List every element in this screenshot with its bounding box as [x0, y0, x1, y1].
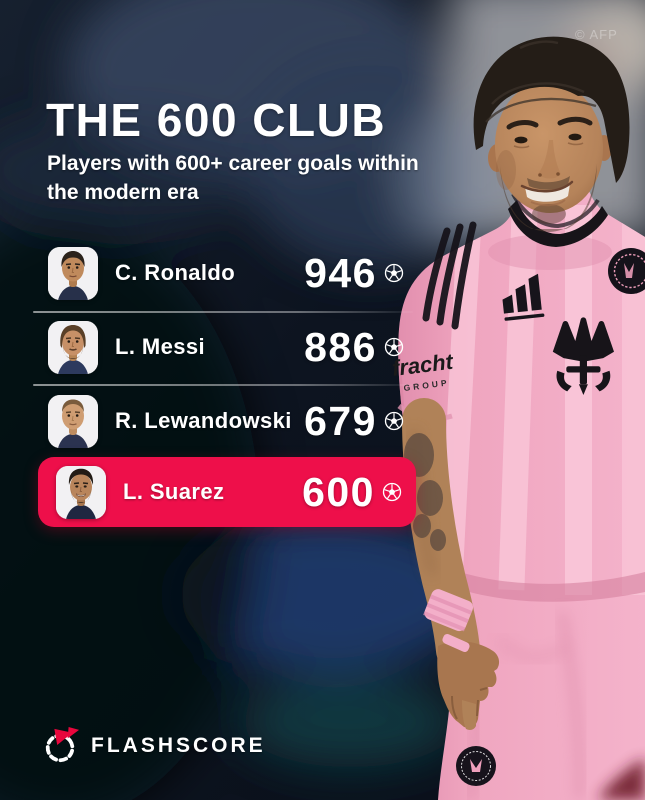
player-row-suarez-highlighted: L. Suarez 600	[38, 457, 416, 527]
row-divider	[33, 311, 413, 313]
soccer-ball-icon	[382, 482, 402, 502]
brand-wordmark: FLASHSCORE	[91, 734, 266, 757]
player-goals: 600	[302, 468, 375, 515]
player-name: L. Suarez	[123, 479, 225, 504]
player-avatar-ronaldo	[48, 246, 98, 300]
player-avatar-messi	[48, 320, 98, 374]
player-avatar-lewandowski	[48, 394, 98, 448]
player-goals: 946	[304, 249, 377, 296]
player-row-lewandowski: R. Lewandowski 679	[38, 390, 416, 452]
adidas-logo	[502, 273, 545, 321]
page-subtitle: Players with 600+ career goals within th…	[47, 149, 419, 207]
inter-miami-crest	[608, 248, 645, 294]
suarez-head	[473, 36, 630, 232]
shorts-crest	[456, 746, 496, 786]
player-goals: 886	[304, 323, 377, 370]
suarez-arm	[402, 398, 500, 730]
soccer-ball-icon	[384, 337, 404, 357]
soccer-ball-icon	[384, 263, 404, 283]
player-row-messi: L. Messi 886	[38, 316, 416, 378]
player-name: L. Messi	[115, 334, 206, 359]
subtitle-line-1: Players with 600+ career goals within	[47, 152, 419, 175]
row-divider	[33, 384, 413, 386]
player-row-ronaldo: C. Ronaldo 946	[38, 242, 416, 304]
player-name: C. Ronaldo	[115, 260, 236, 285]
brand-footer: FLASHSCORE	[42, 727, 266, 765]
flashscore-spinner-flash-icon	[42, 727, 80, 765]
player-avatar-suarez	[56, 465, 106, 519]
photo-credit: © AFP	[575, 27, 618, 42]
player-name: R. Lewandowski	[115, 408, 292, 433]
crown-logo	[552, 317, 614, 395]
player-goals: 679	[304, 397, 377, 444]
subtitle-line-2: the modern era	[47, 181, 199, 204]
page-title: THE 600 CLUB	[46, 94, 387, 146]
soccer-ball-icon	[384, 411, 404, 431]
wrist-tape	[423, 589, 474, 632]
